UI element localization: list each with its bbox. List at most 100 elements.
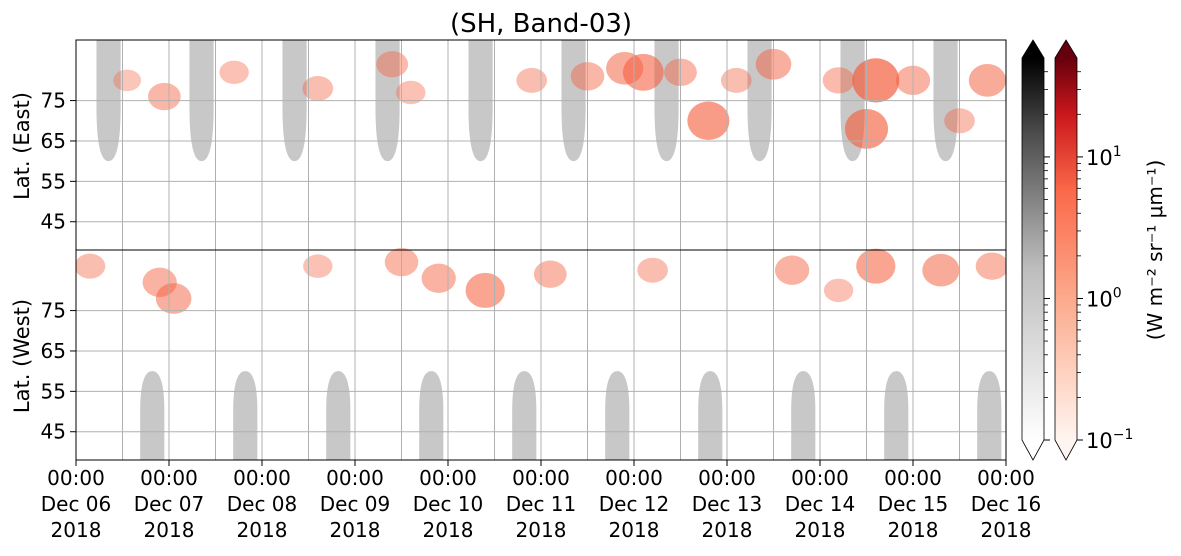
x-tick-label: 00:00 xyxy=(884,466,942,490)
aurora-patch xyxy=(113,69,142,92)
colorbar-reds-extend-max xyxy=(1055,40,1077,58)
x-tick-label: Dec 06 xyxy=(41,492,112,516)
aurora-patch xyxy=(922,253,960,287)
aurora-patch xyxy=(774,255,810,285)
sunlit-region-west xyxy=(512,371,537,460)
aurora-patch xyxy=(303,254,333,278)
x-tick-label: 00:00 xyxy=(233,466,291,490)
colorbar-label: (W m⁻² sr⁻¹ μm⁻¹) xyxy=(1143,160,1167,341)
plot-area xyxy=(76,40,1006,460)
x-tick-label: Dec 12 xyxy=(599,492,670,516)
aurora-patch xyxy=(856,248,896,284)
aurora-patch xyxy=(822,67,855,94)
aurora-patch xyxy=(975,252,1006,280)
sunlit-region-west xyxy=(884,371,909,460)
y-tick-label-east: 75 xyxy=(41,89,66,113)
y-tick-label-west: 55 xyxy=(41,379,66,403)
x-tick-label: Dec 09 xyxy=(320,492,391,516)
y-tick-label-west: 65 xyxy=(41,339,66,363)
x-tick-label: 2018 xyxy=(516,518,567,542)
x-tick-label: 2018 xyxy=(609,518,660,542)
y-axis-east-label: Lat. (East) xyxy=(10,92,34,200)
x-tick-label: 2018 xyxy=(330,518,381,542)
aurora-patch xyxy=(968,64,1006,97)
x-tick-label: Dec 14 xyxy=(785,492,856,516)
x-tick-label: 00:00 xyxy=(605,466,663,490)
aurora-patch xyxy=(533,260,567,288)
colorbar-ticks: 10−1 100 101 xyxy=(1044,71,1133,453)
x-tick-label: 00:00 xyxy=(419,466,477,490)
x-tick-label: Dec 16 xyxy=(971,492,1042,516)
x-tick-label: 2018 xyxy=(888,518,939,542)
y-tick-label-east: 55 xyxy=(41,169,66,193)
colorbar-greys-extend-max xyxy=(1022,40,1044,58)
aurora-patch xyxy=(396,80,426,105)
y-tick-label-east: 65 xyxy=(41,129,66,153)
sunlit-region-west xyxy=(326,371,351,460)
sunlit-region-west xyxy=(233,371,258,460)
x-tick-label: 2018 xyxy=(795,518,846,542)
x-tick-label: 00:00 xyxy=(698,466,756,490)
aurora-emissions xyxy=(76,48,1006,314)
y-tick-label-west: 75 xyxy=(41,299,66,323)
x-tick-label: Dec 07 xyxy=(134,492,205,516)
sunlit-region-west xyxy=(140,371,165,460)
x-tick-label: 00:00 xyxy=(47,466,105,490)
colorbar-reds xyxy=(1054,39,1078,461)
x-tick-label: 00:00 xyxy=(977,466,1035,490)
colorbar-greys xyxy=(1021,39,1045,461)
x-tick-label: 2018 xyxy=(423,518,474,542)
x-tick-label: Dec 08 xyxy=(227,492,298,516)
sunlit-region-west xyxy=(605,371,630,460)
y-tick-label-east: 45 xyxy=(41,210,66,234)
x-tick-label: Dec 13 xyxy=(692,492,763,516)
sunlit-region-west xyxy=(698,371,723,460)
x-tick-label: Dec 10 xyxy=(413,492,484,516)
colorbar-reds-outline xyxy=(1054,39,1078,461)
y-axis-west-ticks: 75 65 55 45 xyxy=(41,299,76,444)
aurora-patch xyxy=(516,67,548,93)
aurora-patch xyxy=(219,60,249,85)
x-tick-label: Dec 11 xyxy=(506,492,577,516)
aurora-patch xyxy=(852,58,900,103)
sunlit-region-west xyxy=(419,371,444,460)
aurora-patch xyxy=(421,263,456,293)
x-tick-label: Dec 15 xyxy=(878,492,949,516)
aurora-patch xyxy=(637,257,668,283)
colorbar-reds-bar xyxy=(1055,58,1077,440)
y-axis-east-ticks: 45 55 65 75 xyxy=(41,89,76,234)
x-tick-label: 2018 xyxy=(237,518,288,542)
colorbar-tick-label: 101 xyxy=(1086,144,1122,170)
chart-title: (SH, Band-03) xyxy=(450,9,632,39)
aurora-patch xyxy=(76,253,106,279)
y-axis-west-label: Lat. (West) xyxy=(10,299,34,413)
aurora-patch xyxy=(622,53,664,91)
x-tick-label: 00:00 xyxy=(791,466,849,490)
y-tick-label-west: 45 xyxy=(41,420,66,444)
aurora-patch xyxy=(155,283,192,314)
aurora-patch xyxy=(465,272,505,308)
x-tick-label: 00:00 xyxy=(512,466,570,490)
x-tick-label: 00:00 xyxy=(326,466,384,490)
x-tick-label: 00:00 xyxy=(140,466,198,490)
aurora-patch xyxy=(376,51,409,78)
colorbar-tick-label: 100 xyxy=(1086,285,1122,311)
sunlit-region-west xyxy=(977,371,1002,460)
x-tick-label: 2018 xyxy=(981,518,1032,542)
aurora-patch xyxy=(720,67,752,93)
x-tick-label: 2018 xyxy=(702,518,753,542)
colorbar-greys-extend-min xyxy=(1022,440,1044,460)
aurora-patch xyxy=(302,75,334,101)
sunlit-region-west xyxy=(791,371,816,460)
aurora-patch xyxy=(823,278,854,303)
aurora-patch xyxy=(147,82,181,111)
colorbar-greys-bar xyxy=(1022,58,1044,440)
colorbar-tick-label: 10−1 xyxy=(1086,427,1133,453)
colorbar-reds-extend-min xyxy=(1055,440,1077,460)
x-tick-label: 2018 xyxy=(51,518,102,542)
aurora-patch xyxy=(687,101,730,140)
colorbar-greys-outline xyxy=(1021,39,1045,461)
x-tick-label: 2018 xyxy=(144,518,195,542)
